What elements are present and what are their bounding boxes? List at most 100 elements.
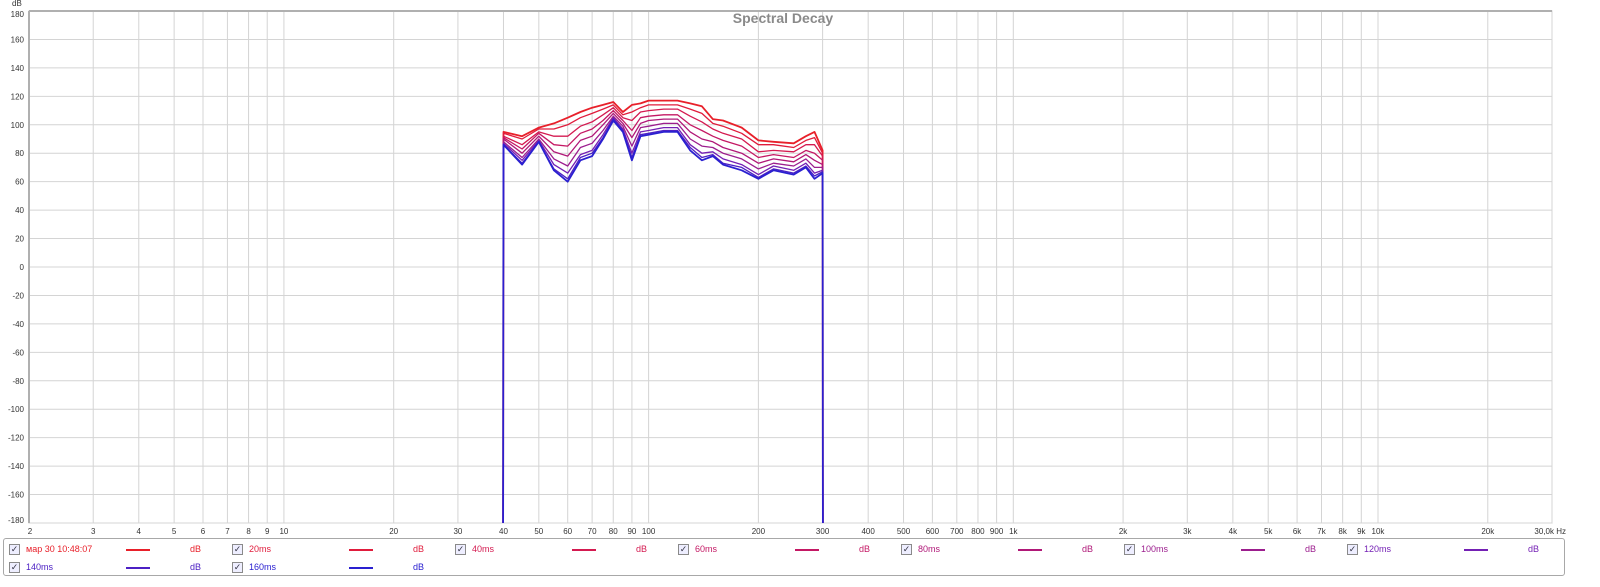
- series-line-3: [502, 109, 824, 524]
- x-tick-label: 30: [453, 527, 462, 536]
- x-tick-label: 300: [816, 527, 830, 536]
- x-tick-label: 7k: [1317, 527, 1326, 536]
- series-line-swatch: [126, 567, 150, 569]
- y-tick-label: 60: [15, 178, 24, 187]
- y-tick-label: -20: [12, 291, 24, 300]
- series-unit: dB: [859, 544, 871, 554]
- x-tick-label: 40: [499, 527, 508, 536]
- x-tick-label: 700: [950, 527, 964, 536]
- x-tick-label: 20k: [1481, 527, 1495, 536]
- series-checkbox[interactable]: ✓: [1124, 544, 1135, 555]
- series-unit: dB: [413, 544, 425, 554]
- y-tick-label: -140: [8, 462, 25, 471]
- series-name: 120ms: [1364, 544, 1392, 554]
- x-tick-label: 9: [265, 527, 270, 536]
- x-tick-label: 8: [246, 527, 251, 536]
- series-line-4: [502, 112, 824, 524]
- series-line-5: [502, 115, 824, 524]
- x-tick-label: 800: [971, 527, 985, 536]
- series-line-swatch: [349, 567, 373, 569]
- series-name: 60ms: [695, 544, 718, 554]
- x-tick-label: 500: [897, 527, 911, 536]
- x-tick-label: 400: [861, 527, 875, 536]
- series-name: 80ms: [918, 544, 941, 554]
- series-line-7: [502, 118, 824, 524]
- series-line-swatch: [795, 549, 819, 551]
- series-lines: [502, 99, 824, 524]
- series-name: мар 30 10:48:07: [26, 544, 93, 554]
- series-line-swatch: [126, 549, 150, 551]
- series-unit: dB: [413, 562, 425, 572]
- x-tick-label: 6k: [1293, 527, 1302, 536]
- x-tick-label: 2: [28, 527, 33, 536]
- series-checkbox[interactable]: ✓: [455, 544, 466, 555]
- x-tick-label: 1k: [1009, 527, 1018, 536]
- series-checkbox[interactable]: ✓: [9, 562, 20, 573]
- x-tick-label: 70: [588, 527, 597, 536]
- series-checkbox[interactable]: ✓: [232, 562, 243, 573]
- y-tick-label: 100: [11, 121, 25, 130]
- x-tick-label: 900: [990, 527, 1004, 536]
- y-tick-label: 40: [15, 206, 24, 215]
- x-tick-label: 4k: [1229, 527, 1238, 536]
- y-tick-label: -80: [12, 377, 24, 386]
- series-line-swatch: [572, 549, 596, 551]
- series-line-swatch: [1241, 549, 1265, 551]
- x-tick-label: 3k: [1183, 527, 1192, 536]
- x-tick-label: 4: [137, 527, 142, 536]
- series-unit: dB: [190, 562, 202, 572]
- x-tick-label: 20: [389, 527, 398, 536]
- x-axis: 2 3 4 5 6 7 8 9 10 20 30 40 50 60 70 80 90 100 200 300 400 50…: [28, 527, 1566, 536]
- series-line-swatch: [349, 549, 373, 551]
- x-tick-label: 60: [563, 527, 572, 536]
- x-tick-label: 200: [752, 527, 766, 536]
- grid: [28, 10, 1553, 524]
- series-line-1: [502, 104, 824, 524]
- series-checkbox[interactable]: ✓: [232, 544, 243, 555]
- series-line-0: [502, 99, 824, 524]
- series-unit: dB: [636, 544, 648, 554]
- y-tick-label: 120: [11, 92, 25, 101]
- y-tick-label: 160: [11, 35, 25, 44]
- y-axis: 180 160 140 120 100 80 60 40 20 0 -20 -40 -60 -80 -100…: [8, 10, 25, 525]
- x-tick-label: 7: [225, 527, 230, 536]
- y-tick-label: -180: [8, 516, 25, 525]
- series-checkbox[interactable]: ✓: [1347, 544, 1358, 555]
- y-tick-label: 180: [11, 10, 25, 19]
- x-tick-label: 600: [926, 527, 940, 536]
- series-line-8: [502, 119, 824, 524]
- series-checkbox[interactable]: ✓: [678, 544, 689, 555]
- y-tick-label: 80: [15, 149, 24, 158]
- x-tick-label: 2k: [1119, 527, 1128, 536]
- x-tick-label: 3: [91, 527, 96, 536]
- chart-title: Spectral Decay: [733, 10, 834, 26]
- series-unit: dB: [1528, 544, 1540, 554]
- legend: ✓ мар 30 10:48:07 dB ✓ 20ms dB ✓ 40ms dB ✓ …: [3, 538, 1565, 576]
- series-name: 20ms: [249, 544, 272, 554]
- x-tick-label: 5: [172, 527, 177, 536]
- series-line-2: [502, 107, 824, 524]
- series-checkbox[interactable]: ✓: [9, 544, 20, 555]
- y-tick-label: 0: [20, 263, 25, 272]
- y-tick-label: -120: [8, 434, 25, 443]
- series-checkbox[interactable]: ✓: [901, 544, 912, 555]
- series-unit: dB: [1082, 544, 1094, 554]
- series-line-6: [502, 117, 824, 524]
- x-tick-label: 80: [609, 527, 618, 536]
- series-name: 140ms: [26, 562, 54, 572]
- y-tick-label: 20: [15, 235, 24, 244]
- series-line-swatch: [1018, 549, 1042, 551]
- x-tick-label: 50: [534, 527, 543, 536]
- y-axis-unit: dB: [12, 0, 22, 8]
- y-tick-label: -40: [12, 320, 24, 329]
- x-tick-label: 9k: [1357, 527, 1366, 536]
- series-name: 40ms: [472, 544, 495, 554]
- series-unit: dB: [1305, 544, 1317, 554]
- x-tick-label: 30,0k Hz: [1534, 527, 1566, 536]
- series-line-swatch: [1464, 549, 1488, 551]
- series-unit: dB: [190, 544, 202, 554]
- series-name: 160ms: [249, 562, 277, 572]
- x-tick-label: 10k: [1372, 527, 1386, 536]
- y-tick-label: -100: [8, 405, 25, 414]
- y-tick-label: 140: [11, 64, 25, 73]
